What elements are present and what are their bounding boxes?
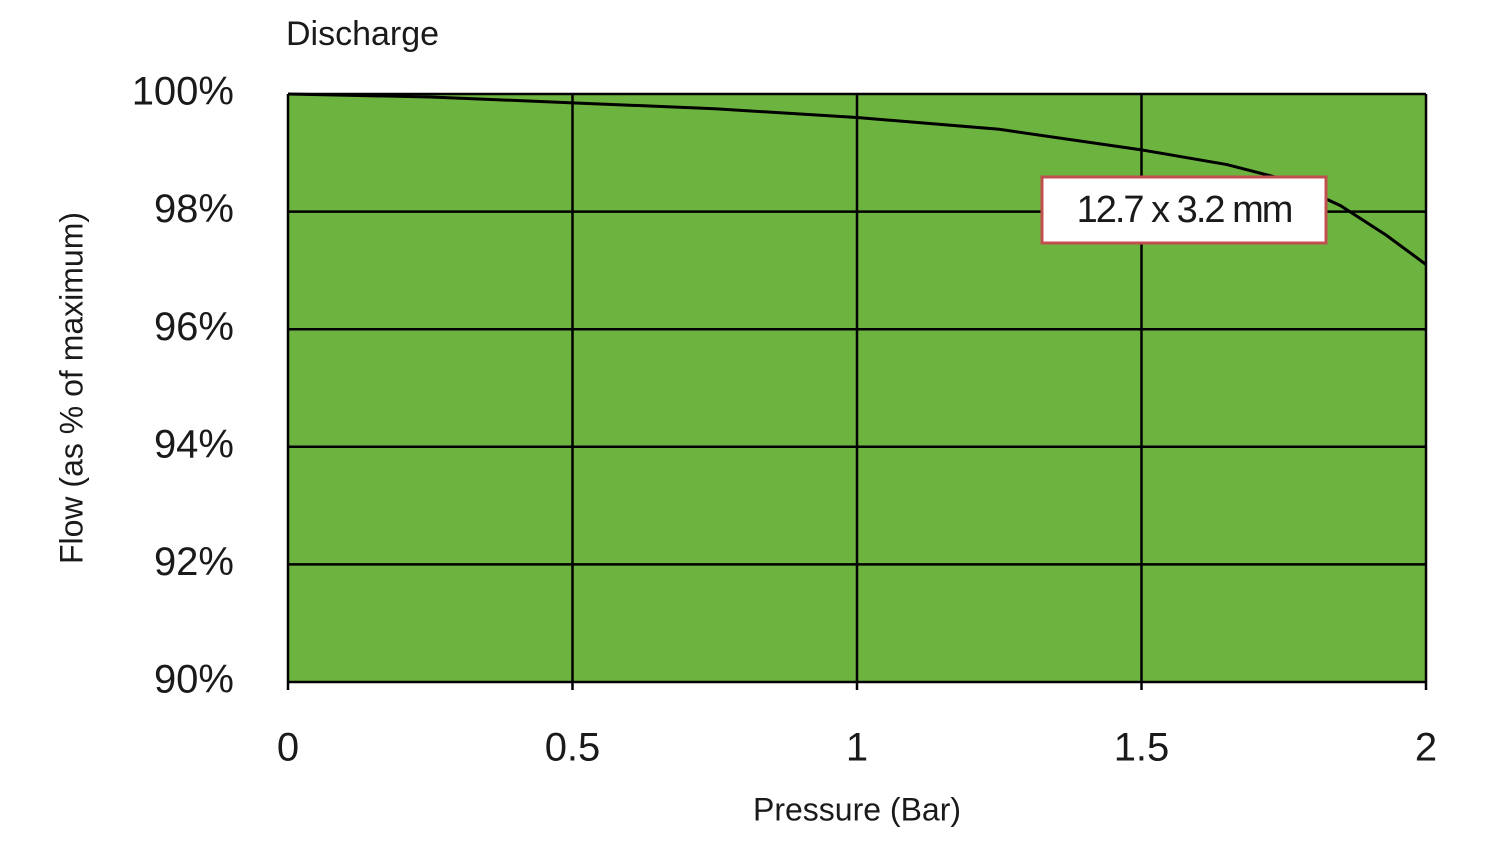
x-tick-label: 1 bbox=[846, 726, 868, 770]
x-tick-label: 1.5 bbox=[1114, 726, 1170, 770]
line bbox=[287, 92, 1427, 266]
y-tick-label: 92% bbox=[154, 540, 234, 584]
series-label: 12.7 x 3.2 mm bbox=[1077, 189, 1292, 231]
y-tick-label: 100% bbox=[132, 70, 234, 114]
y-tick-label: 98% bbox=[154, 187, 234, 231]
y-axis-label: Flow (as % of maximum) bbox=[53, 212, 89, 564]
chart-title: Discharge bbox=[286, 15, 439, 53]
x-tick-label: 0.5 bbox=[545, 726, 601, 770]
x-axis-label: Pressure (Bar) bbox=[753, 791, 961, 827]
y-tick-label: 90% bbox=[154, 658, 234, 702]
y-tick-label: 96% bbox=[154, 305, 234, 349]
x-tick-label: 0 bbox=[277, 726, 299, 770]
x-tick-label: 2 bbox=[1415, 726, 1437, 770]
y-tick-label: 94% bbox=[154, 422, 234, 466]
annotation-box bbox=[1040, 175, 1328, 245]
